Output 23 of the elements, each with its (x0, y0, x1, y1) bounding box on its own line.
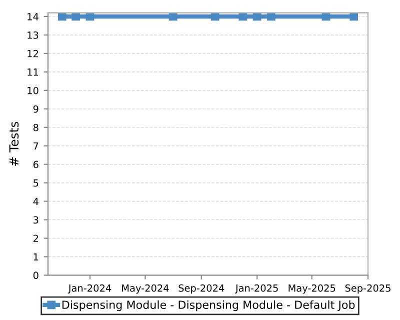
y-tick-label: 0 (33, 272, 38, 280)
y-tick-label: 4 (33, 198, 38, 205)
y-axis-title: # Tests (9, 122, 19, 166)
y-tick-label: 11 (28, 68, 38, 76)
y-tick-label: 2 (34, 234, 38, 242)
x-tick-label: May-2024 (122, 284, 169, 294)
y-tick-label: 8 (33, 124, 38, 132)
y-tick-label: 5 (34, 179, 38, 187)
x-tick-label: Sep-2024 (178, 284, 224, 294)
y-tick-label: 14 (28, 13, 38, 20)
x-tick-label: May-2025 (288, 284, 336, 294)
y-tick-label: 10 (28, 86, 38, 94)
x-tick-label: Jan-2025 (234, 284, 278, 294)
y-tick-label: 1 (34, 253, 38, 260)
legend-label: Dispensing Module - Dispensing Module - Default Job (62, 300, 355, 312)
y-tick-label: 12 (28, 50, 38, 58)
x-tick-label: Jan-2024 (68, 284, 112, 294)
x-tick-label: Sep-2025 (345, 284, 390, 294)
y-tick-label: 7 (34, 142, 38, 150)
y-tick-label: 9 (33, 105, 38, 113)
y-tick-label: 3 (34, 216, 38, 224)
y-tick-label: 6 (33, 160, 38, 168)
y-tick-label: 13 (28, 31, 38, 39)
